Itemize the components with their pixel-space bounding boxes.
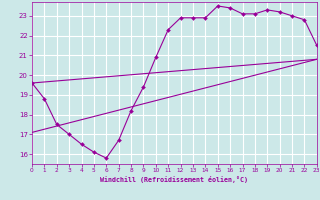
X-axis label: Windchill (Refroidissement éolien,°C): Windchill (Refroidissement éolien,°C) — [100, 176, 248, 183]
